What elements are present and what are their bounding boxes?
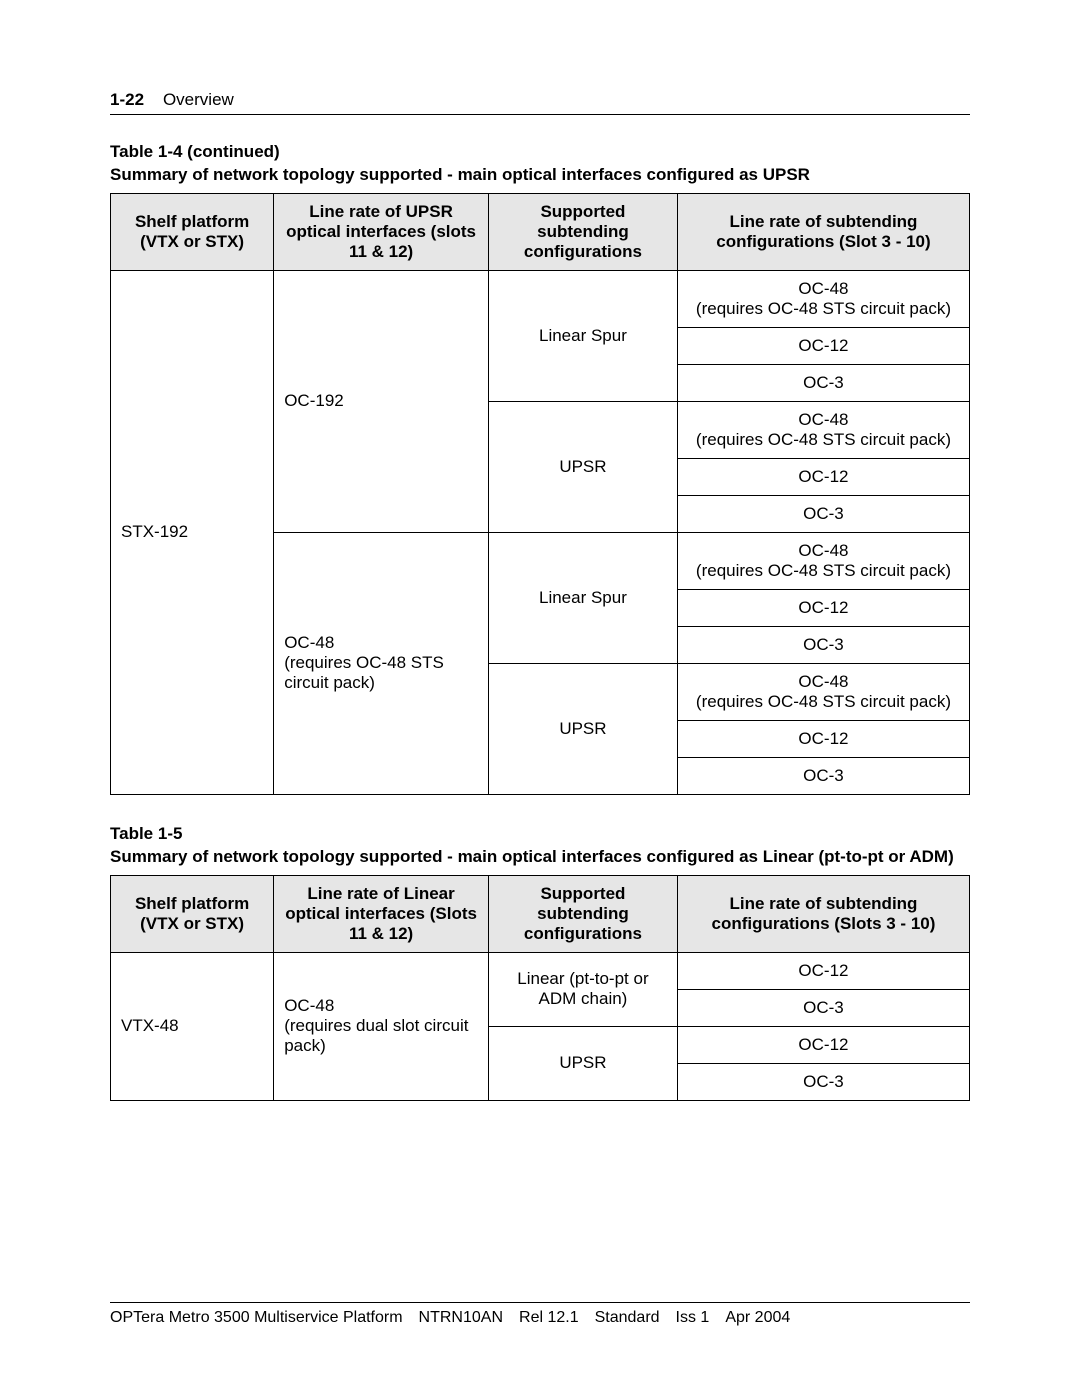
cell-sub-oc3: OC-3 [677,364,969,401]
table1-col1-header: Shelf platform (VTX or STX) [111,193,274,270]
cell-sub-oc48: OC-48(requires OC-48 STS circuit pack) [677,532,969,589]
cell-sub-oc12: OC-12 [677,1026,969,1063]
cell-sub-oc3: OC-3 [677,626,969,663]
table2: Shelf platform (VTX or STX) Line rate of… [110,875,970,1101]
footer-text: OPTera Metro 3500 Multiservice Platform … [110,1309,970,1327]
table1-header-row: Shelf platform (VTX or STX) Line rate of… [111,193,970,270]
document-page: 1-22 Overview Table 1-4 (continued) Summ… [0,0,1080,1397]
cell-platform: STX-192 [111,270,274,794]
cell-config-linear: Linear (pt-to-pt or ADM chain) [488,952,677,1026]
cell-platform: VTX-48 [111,952,274,1100]
cell-rate: OC-48(requires dual slot circuit pack) [274,952,489,1100]
cell-sub-oc3: OC-3 [677,495,969,532]
table1-caption-line1: Table 1-4 (continued) [110,141,970,164]
section-title: Overview [163,90,234,109]
table2-caption-line1: Table 1-5 [110,823,970,846]
table-row: STX-192 OC-192 Linear Spur OC-48(require… [111,270,970,327]
page-number: 1-22 [110,90,144,109]
cell-sub-oc3: OC-3 [677,989,969,1026]
table2-col2-header: Line rate of Linear optical interfaces (… [274,875,489,952]
cell-config-linear: Linear Spur [488,270,677,401]
table2-col3-header: Supported subtending configurations [488,875,677,952]
cell-sub-oc12: OC-12 [677,589,969,626]
cell-sub-oc12: OC-12 [677,952,969,989]
page-footer: OPTera Metro 3500 Multiservice Platform … [110,1302,970,1327]
table1-caption: Table 1-4 (continued) Summary of network… [110,141,970,187]
table2-caption-line2: Summary of network topology supported - … [110,846,970,869]
table2-col1-header: Shelf platform (VTX or STX) [111,875,274,952]
table2-header-row: Shelf platform (VTX or STX) Line rate of… [111,875,970,952]
cell-rate-oc192: OC-192 [274,270,489,532]
table1-col3-header: Supported subtending configurations [488,193,677,270]
cell-sub-oc12: OC-12 [677,720,969,757]
table1-col2-header: Line rate of UPSR optical interfaces (sl… [274,193,489,270]
table-row: VTX-48 OC-48(requires dual slot circuit … [111,952,970,989]
cell-sub-oc48: OC-48(requires OC-48 STS circuit pack) [677,270,969,327]
cell-config-upsr: UPSR [488,663,677,794]
page-header: 1-22 Overview [110,90,970,110]
table1: Shelf platform (VTX or STX) Line rate of… [110,193,970,795]
table2-caption: Table 1-5 Summary of network topology su… [110,823,970,869]
cell-rate-oc48: OC-48(requires OC-48 STS circuit pack) [274,532,489,794]
cell-sub-oc48: OC-48(requires OC-48 STS circuit pack) [677,663,969,720]
table1-caption-line2: Summary of network topology supported - … [110,164,970,187]
cell-sub-oc12: OC-12 [677,327,969,364]
cell-config-upsr: UPSR [488,401,677,532]
cell-sub-oc3: OC-3 [677,757,969,794]
table1-col4-header: Line rate of subtending configurations (… [677,193,969,270]
table2-col4-header: Line rate of subtending configurations (… [677,875,969,952]
cell-sub-oc12: OC-12 [677,458,969,495]
footer-rule [110,1302,970,1303]
cell-config-upsr: UPSR [488,1026,677,1100]
cell-sub-oc3: OC-3 [677,1063,969,1100]
cell-sub-oc48: OC-48(requires OC-48 STS circuit pack) [677,401,969,458]
cell-config-linear: Linear Spur [488,532,677,663]
header-rule [110,114,970,115]
